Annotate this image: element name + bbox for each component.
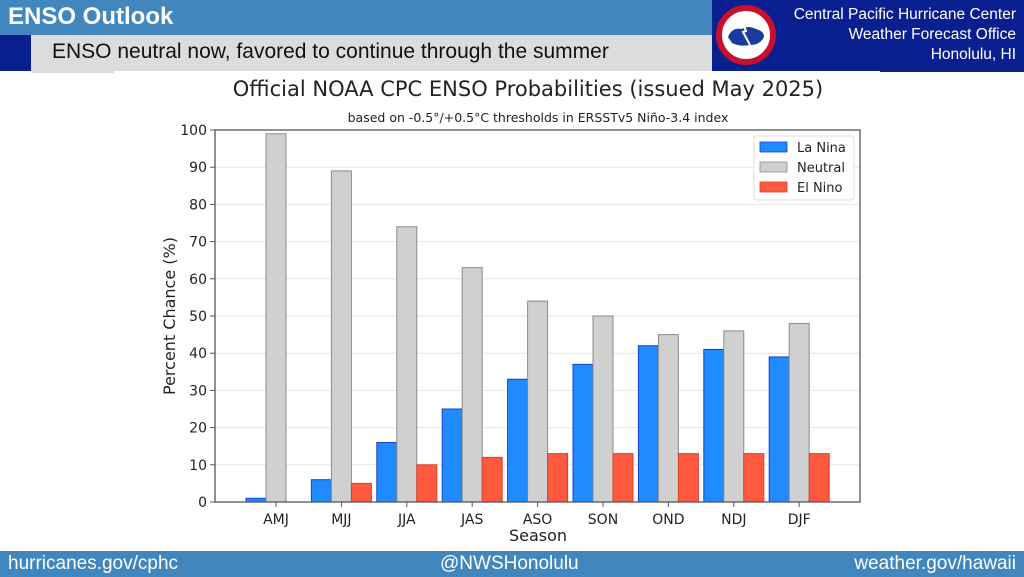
bar-la-nina-ond [637, 345, 659, 503]
y-tick-label: 90 [189, 160, 207, 176]
bar-la-nina-aso [507, 378, 529, 503]
subtitle-bar: ENSO neutral now, favored to continue th… [31, 35, 712, 71]
header-bar: ENSO Outlook [0, 0, 712, 35]
bar-el-nino-mjj [350, 482, 372, 503]
y-tick-label: 70 [189, 235, 207, 251]
subtitle-underline [31, 71, 114, 73]
x-tick-label: SON [588, 512, 618, 528]
y-tick-label: 0 [198, 495, 207, 511]
legend-swatch-el-nino [759, 181, 788, 193]
bar-el-nino-ond [677, 453, 699, 503]
y-tick-label: 20 [189, 421, 207, 437]
x-tick-label: DJF [788, 512, 811, 528]
office-line-2: Weather Forecast Office [848, 26, 1016, 43]
x-tick-label: ASO [523, 512, 552, 528]
y-tick-label: 40 [189, 346, 207, 362]
chart-subtitle: based on -0.5°/+0.5°C thresholds in ERSS… [347, 110, 729, 125]
bar-el-nino-jas [481, 456, 503, 503]
footer-link-cphc[interactable]: hurricanes.gov/cphc [8, 553, 179, 574]
bar-el-nino-djf [808, 453, 830, 503]
bar-la-nina-mjj [310, 479, 332, 503]
office-banner: Central Pacific Hurricane Center Weather… [712, 0, 1024, 71]
y-axis-label: Percent Chance (%) [160, 237, 179, 395]
subtitle-accent [0, 35, 31, 71]
legend-swatch-la-nina [759, 141, 788, 153]
bar-neutral-aso [527, 300, 549, 503]
bar-neutral-son [592, 315, 614, 503]
legend-swatch-neutral [759, 161, 788, 173]
office-line-1: Central Pacific Hurricane Center [793, 6, 1016, 23]
page-title: ENSO Outlook [8, 3, 174, 30]
chart-title: Official NOAA CPC ENSO Probabilities (is… [232, 77, 824, 101]
y-tick-label: 80 [189, 197, 207, 213]
x-axis-label: Season [509, 526, 567, 545]
x-tick-label: AMJ [263, 512, 289, 528]
bar-la-nina-son [572, 363, 594, 503]
bar-neutral-ond [657, 334, 679, 503]
footer-link-hawaii[interactable]: weather.gov/hawaii [854, 553, 1016, 574]
bar-la-nina-ndj [703, 348, 725, 503]
y-tick-label: 10 [189, 458, 207, 474]
nws-logo-icon [716, 5, 776, 65]
x-tick-label: NDJ [721, 512, 746, 528]
bar-neutral-djf [788, 322, 810, 503]
plot-frame [214, 129, 861, 503]
bar-la-nina-jja [376, 441, 398, 503]
bar-neutral-ndj [723, 330, 745, 503]
x-tick-label: JJA [397, 512, 416, 528]
y-tick-label: 30 [189, 383, 207, 399]
bar-el-nino-aso [547, 453, 569, 503]
banner-underline [880, 71, 1024, 72]
bar-neutral-jas [461, 267, 483, 503]
legend-label-neutral: Neutral [797, 161, 845, 176]
footer-social-handle[interactable]: @NWSHonolulu [440, 553, 579, 574]
bar-neutral-jja [396, 226, 418, 503]
y-tick-label: 100 [180, 123, 207, 139]
bar-el-nino-jja [416, 464, 438, 503]
legend-label-el-nino: El Nino [797, 181, 843, 196]
y-tick-label: 50 [189, 309, 207, 325]
bars [245, 133, 830, 503]
x-tick-label: OND [652, 512, 684, 528]
x-tick-label: MJJ [331, 512, 351, 528]
y-tick-label: 60 [189, 272, 207, 288]
office-line-3: Honolulu, HI [930, 46, 1016, 63]
axes [210, 129, 861, 507]
bar-la-nina-jas [441, 408, 463, 503]
bar-la-nina-djf [768, 356, 790, 503]
bar-el-nino-ndj [743, 453, 765, 503]
legend-label-la-nina: La Nina [797, 141, 846, 156]
bar-el-nino-son [612, 453, 634, 503]
bar-neutral-amj [265, 133, 287, 503]
bar-neutral-mjj [330, 170, 352, 503]
footer-bar: hurricanes.gov/cphc @NWSHonolulu weather… [0, 551, 1024, 577]
legend: La Nina Neutral El Nino [753, 135, 855, 201]
x-tick-label: JAS [460, 512, 483, 528]
y-tick-labels: 0 10 20 30 40 50 60 70 80 90 100 [180, 123, 207, 511]
x-tick-labels: AMJ MJJ JJA JAS ASO SON OND NDJ DJF [263, 512, 811, 528]
page-subtitle: ENSO neutral now, favored to continue th… [52, 40, 609, 63]
office-name: Central Pacific Hurricane Center Weather… [794, 5, 1016, 65]
